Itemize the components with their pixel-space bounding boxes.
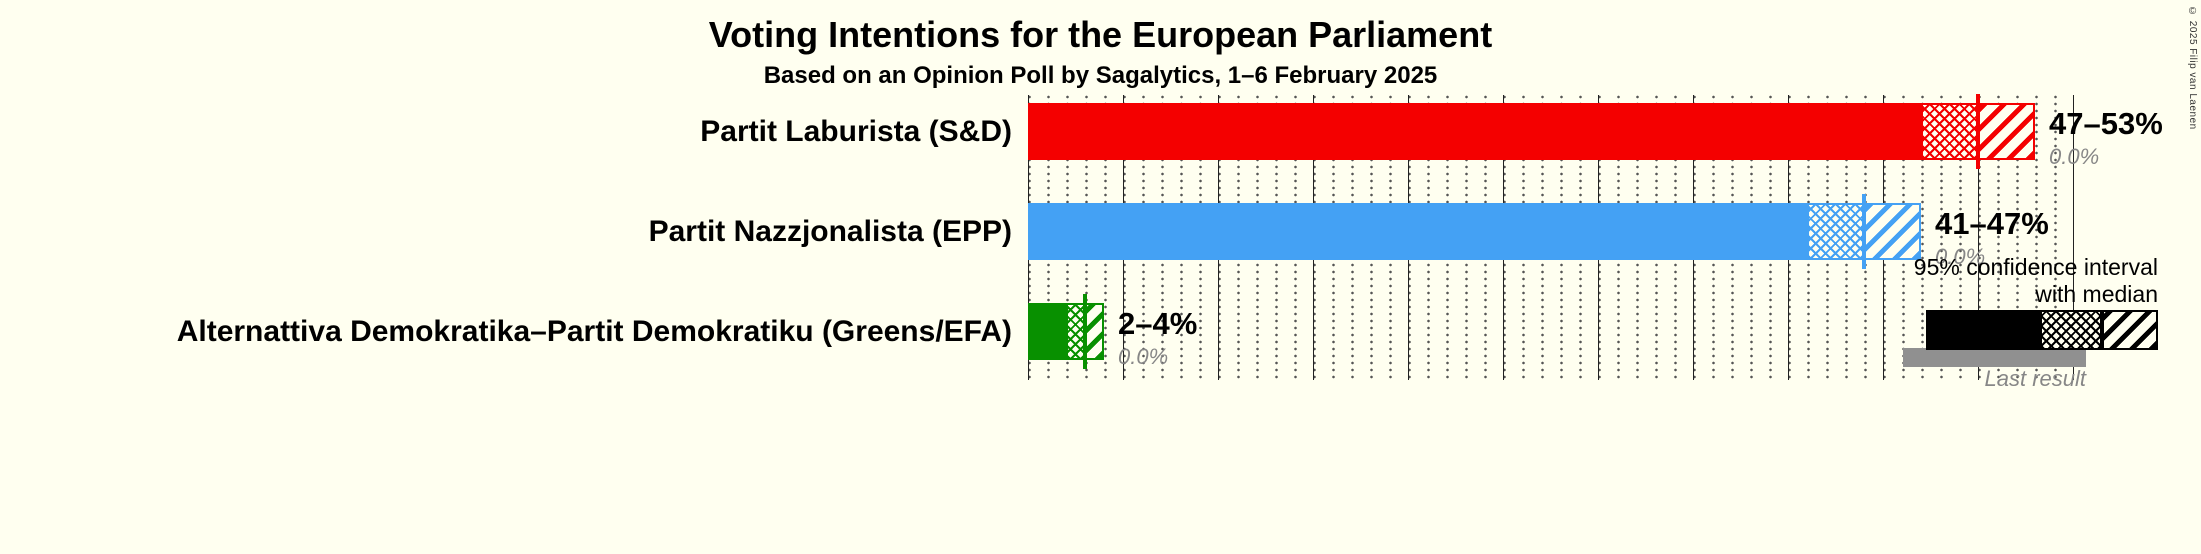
- median-line: [1976, 94, 1980, 169]
- party-row: Partit Nazzjonalista (EPP) 41–47% 0.0%: [0, 194, 2201, 269]
- bar-diagonal-segment: [1864, 203, 1921, 260]
- legend-ci-label: 95% confidence interval with median: [1913, 254, 2158, 307]
- bar-solid-segment: [1028, 103, 1921, 160]
- legend-solid-segment: [1926, 310, 2040, 350]
- legend-last-result-label: Last result: [1984, 366, 2087, 391]
- party-name: Partit Laburista (S&D): [700, 115, 1012, 148]
- party-name: Partit Nazzjonalista (EPP): [648, 215, 1012, 248]
- last-result-label: 0.0%: [1118, 344, 1169, 369]
- result-bar: [1028, 294, 1104, 369]
- last-result-label: 0.0%: [2049, 144, 2100, 169]
- bar-crosshatch-segment: [1807, 203, 1864, 260]
- bar-solid-segment: [1028, 303, 1066, 360]
- legend-crosshatch-segment: [2040, 310, 2102, 350]
- result-bar: [1028, 94, 2035, 169]
- last-result-label: 0.0%: [1935, 244, 1986, 269]
- median-line: [1083, 294, 1087, 369]
- median-line: [1862, 194, 1866, 269]
- legend-ci-sample-bar: [1926, 310, 2158, 350]
- chart-subtitle: Based on an Opinion Poll by Sagalytics, …: [763, 62, 1438, 89]
- ci-range-label: 2–4%: [1118, 306, 1198, 341]
- legend-diagonal-segment: [2102, 310, 2158, 350]
- bar-diagonal-segment: [1085, 303, 1104, 360]
- result-bar: [1028, 194, 1921, 269]
- party-row: Alternattiva Demokratika–Partit Demokrat…: [0, 294, 2201, 369]
- copyright-notice: © 2025 Filip van Laenen: [2187, 6, 2198, 130]
- party-row: Partit Laburista (S&D) 47–53% 0.0%: [0, 94, 2201, 169]
- party-name: Alternattiva Demokratika–Partit Demokrat…: [176, 315, 1012, 348]
- ci-range-label: 41–47%: [1935, 206, 2049, 241]
- bar-crosshatch-segment: [1921, 103, 1978, 160]
- bar-diagonal-segment: [1978, 103, 2035, 160]
- legend-last-result-sample-bar: [1903, 348, 2086, 367]
- chart-title: Voting Intentions for the European Parli…: [708, 14, 1493, 55]
- ci-range-label: 47–53%: [2049, 106, 2163, 141]
- bar-solid-segment: [1028, 203, 1807, 260]
